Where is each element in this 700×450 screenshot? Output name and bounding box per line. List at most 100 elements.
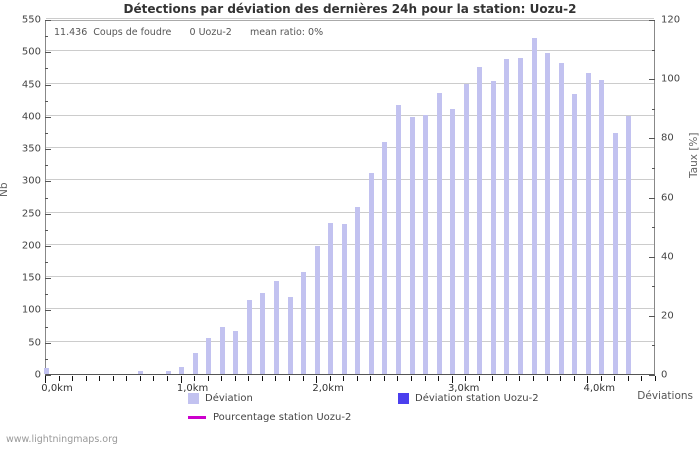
bar	[490, 80, 496, 374]
x-axis-title: Déviations	[637, 390, 693, 402]
legend-line-swatch	[188, 416, 206, 419]
y-axis-tick	[45, 358, 48, 360]
watermark: www.lightningmaps.org	[6, 434, 118, 445]
x-axis-tick	[519, 376, 521, 381]
x-axis-tick	[194, 376, 196, 381]
x-axis-tick	[153, 376, 155, 381]
x-axis-tick	[85, 376, 87, 381]
gridline	[46, 82, 654, 84]
x-axis-tick	[316, 376, 318, 383]
y-axis-tick	[45, 342, 51, 344]
y2-axis-tick	[649, 256, 655, 258]
x-axis-tick-label: 4,0km	[583, 383, 615, 394]
bar	[504, 59, 510, 374]
x-axis-tick	[289, 376, 290, 381]
legend-color-swatch	[398, 393, 409, 404]
bar	[179, 366, 185, 374]
x-axis-tick	[492, 376, 494, 381]
y-axis-tick	[45, 229, 48, 231]
y-axis-tick-label: 550	[21, 14, 41, 26]
legend-item[interactable]: Déviation	[188, 393, 253, 404]
y-axis-tick-label: 450	[21, 79, 41, 91]
x-axis-tick	[343, 376, 345, 381]
bar	[382, 141, 388, 374]
bar	[301, 272, 307, 374]
y-axis-tick	[45, 165, 48, 167]
y-axis-tick	[45, 294, 48, 296]
y2-axis-tick	[649, 375, 655, 376]
y2-axis-tick	[649, 138, 655, 140]
x-axis-tick	[600, 376, 602, 381]
x-axis-tick	[370, 376, 372, 381]
bar	[517, 57, 523, 374]
gridline	[46, 276, 654, 278]
x-axis-tick	[72, 376, 74, 381]
y-axis-tick	[45, 149, 51, 151]
x-axis-tick-label: 2,0km	[312, 383, 344, 394]
plot-area	[43, 18, 655, 375]
bar	[423, 115, 429, 374]
x-axis-tick	[465, 376, 467, 381]
x-axis-tick	[560, 376, 562, 381]
x-axis-tick	[411, 376, 412, 381]
y2-axis-tick	[652, 286, 655, 288]
bar	[477, 66, 483, 374]
bar	[436, 93, 442, 374]
x-axis-tick	[180, 376, 182, 383]
y-axis-tick-label: 100	[21, 304, 41, 316]
bar	[572, 93, 578, 374]
y2-axis-tick	[652, 227, 655, 229]
x-axis-tick	[275, 376, 277, 381]
bar	[545, 52, 551, 374]
bar	[599, 79, 605, 374]
y-axis-tick	[45, 213, 51, 215]
x-axis-tick	[655, 376, 656, 381]
y-axis-tick	[45, 181, 51, 183]
bar	[219, 326, 225, 374]
x-axis-tick	[234, 376, 236, 381]
bar	[612, 133, 618, 374]
bar	[368, 172, 374, 374]
x-axis-tick	[248, 376, 250, 381]
x-axis-tick	[302, 376, 304, 381]
bar	[138, 371, 144, 374]
x-axis-tick	[478, 376, 480, 381]
bar	[246, 300, 252, 374]
gridline	[46, 340, 654, 342]
y2-axis-tick	[652, 345, 655, 347]
x-axis-tick	[397, 376, 399, 381]
legend-label: Déviation station Uozu-2	[415, 393, 539, 404]
x-axis-tick	[573, 376, 575, 381]
y-axis-tick	[45, 116, 51, 118]
bar	[626, 115, 632, 374]
legend-item[interactable]: Déviation station Uozu-2	[398, 393, 539, 404]
bar	[165, 370, 171, 374]
y-axis-tick	[45, 310, 51, 312]
y-axis-right-title: Taux [%]	[688, 132, 700, 179]
bar	[450, 108, 456, 374]
gridline	[46, 211, 654, 213]
bar	[355, 207, 361, 374]
x-axis-tick	[329, 376, 331, 381]
x-axis-tick	[641, 376, 643, 381]
x-axis-tick	[221, 376, 223, 381]
y-axis-tick-label: 500	[21, 46, 41, 58]
legend-item[interactable]: Pourcentage station Uozu-2	[188, 412, 351, 423]
bar	[233, 331, 239, 374]
bar	[463, 83, 469, 374]
y2-axis-tick	[652, 49, 655, 51]
y2-axis-tick-label: 0	[661, 369, 668, 381]
x-axis-tick-label: 3,0km	[447, 383, 480, 394]
gridline	[46, 50, 654, 52]
gridline	[46, 179, 654, 181]
gridline	[46, 308, 654, 310]
y-axis-left-title: Nb	[0, 182, 10, 197]
y2-axis-tick-label: 80	[661, 132, 674, 144]
y2-axis-tick	[649, 315, 655, 317]
y-axis-tick-label: 350	[21, 143, 41, 155]
bar	[260, 292, 266, 374]
y2-axis-tick	[652, 108, 655, 110]
y-axis-tick	[45, 132, 48, 134]
x-axis-tick	[126, 376, 128, 381]
